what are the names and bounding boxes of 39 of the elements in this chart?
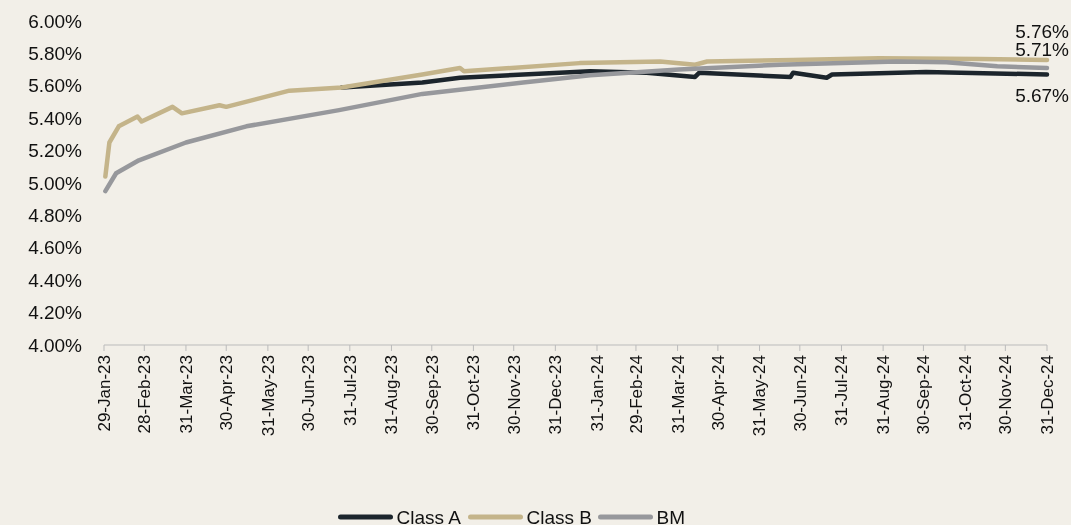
y-tick-label: 4.80% — [28, 205, 83, 227]
x-tick-label: 31-Mar-24 — [668, 355, 688, 434]
x-tick-label: 30-Sep-23 — [422, 355, 442, 435]
x-tick-label: 30-Nov-23 — [504, 355, 524, 435]
x-tick-label: 31-Oct-24 — [956, 355, 976, 431]
x-tick-label: 29-Jan-23 — [94, 355, 114, 432]
y-tick-label: 6.00% — [28, 10, 83, 32]
x-tick-label: 30-Sep-24 — [914, 355, 934, 435]
x-tick-label: 31-Aug-23 — [382, 355, 402, 435]
y-tick-label: 5.60% — [28, 75, 83, 97]
x-tick-label: 31-May-23 — [258, 355, 278, 437]
y-tick-label: 5.00% — [28, 172, 83, 194]
x-tick-label: 29-Feb-24 — [626, 355, 646, 434]
x-tick-label: 31-Mar-23 — [176, 355, 196, 434]
x-tick-label: 30-Apr-23 — [217, 355, 237, 431]
y-tick-label: 4.40% — [28, 269, 83, 291]
x-tick-label: 31-Jul-24 — [832, 355, 852, 426]
legend-label: Class A — [396, 506, 462, 525]
x-tick-label: 31-Jul-23 — [340, 355, 360, 426]
x-tick-label: 28-Feb-23 — [135, 355, 155, 434]
x-tick-label: 30-Jun-23 — [299, 355, 319, 432]
y-tick-label: 4.20% — [28, 302, 83, 324]
x-tick-label: 30-Apr-24 — [708, 355, 728, 431]
y-tick-label: 4.00% — [28, 334, 83, 356]
x-tick-label: 31-Jan-24 — [587, 355, 607, 432]
y-tick-label: 5.80% — [28, 43, 83, 65]
x-tick-label: 31-Dec-24 — [1037, 355, 1057, 435]
y-tick-label: 4.60% — [28, 237, 83, 259]
legend-label: Class B — [526, 506, 592, 525]
y-tick-label: 5.40% — [28, 107, 83, 129]
x-tick-label: 30-Nov-24 — [996, 355, 1016, 435]
y-tick-label: 5.20% — [28, 140, 83, 162]
annotation: 5.67% — [1015, 85, 1070, 107]
x-tick-label: 31-May-24 — [750, 355, 770, 437]
legend-label: BM — [656, 506, 685, 525]
x-tick-label: 31-Oct-23 — [464, 355, 484, 431]
x-tick-label: 30-Jun-24 — [790, 355, 810, 432]
x-tick-label: 31-Aug-24 — [874, 355, 894, 435]
x-tick-label: 31-Dec-23 — [546, 355, 566, 435]
